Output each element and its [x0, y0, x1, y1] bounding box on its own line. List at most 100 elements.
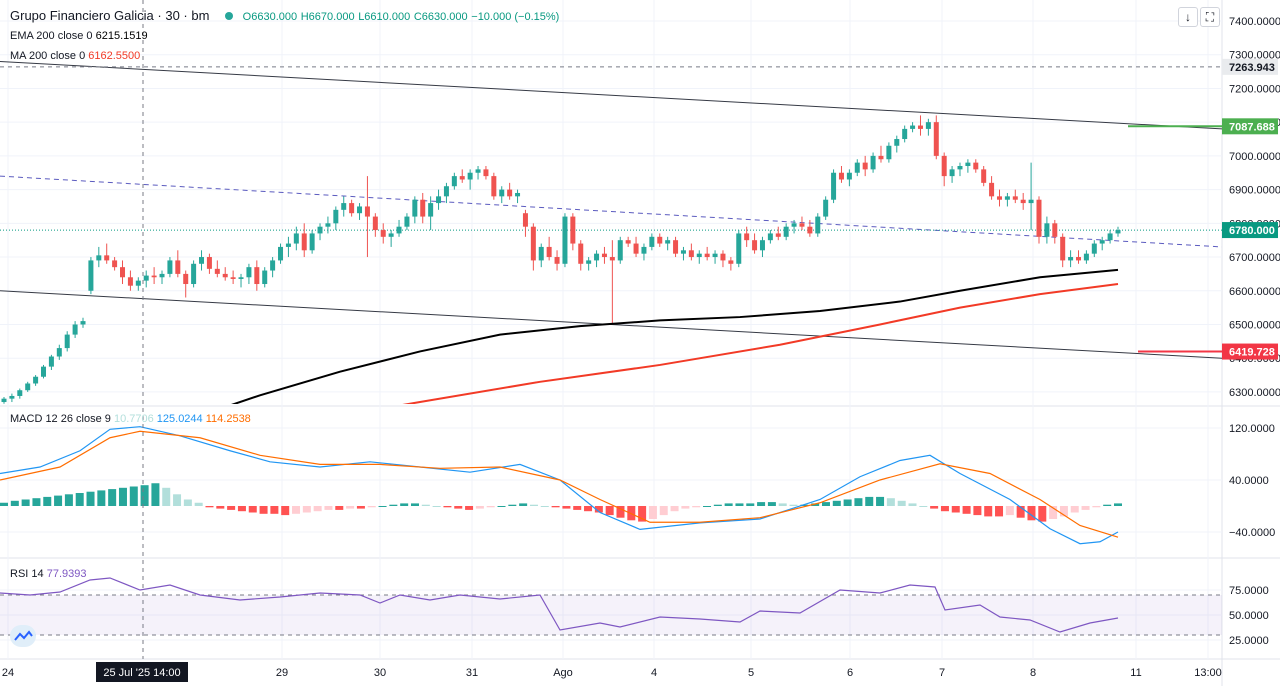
y-tick-label: 6300.0000 — [1229, 387, 1280, 399]
candle — [807, 226, 813, 234]
candle — [301, 233, 307, 251]
candle — [1115, 230, 1121, 234]
candle — [917, 125, 923, 129]
candle — [617, 240, 623, 261]
macd-histogram-bar — [605, 506, 614, 516]
symbol-title[interactable]: Grupo Financiero Galicia · 30 · bm — [10, 8, 210, 23]
candle — [594, 253, 600, 261]
y-tick-label: 7300.0000 — [1229, 50, 1280, 62]
macd-histogram-bar — [410, 503, 419, 506]
y-tick-label: −40.0000 — [1229, 527, 1275, 539]
candle — [96, 255, 102, 261]
crosshair-time-label: 25 Jul '25 14:00 — [103, 667, 180, 679]
macd-histogram-bar — [237, 506, 246, 512]
candle — [191, 263, 197, 285]
macd-histogram-bar — [292, 506, 301, 514]
macd-legend[interactable]: MACD 12 26 close 9 10.7706 125.0244 114.… — [10, 413, 251, 425]
candle — [704, 253, 710, 258]
candle — [965, 162, 971, 166]
candle — [712, 253, 718, 258]
candle — [728, 260, 734, 264]
y-tick-label: 7000.0000 — [1229, 151, 1280, 163]
candle — [688, 250, 694, 258]
candle — [9, 395, 15, 399]
macd-histogram-bar — [64, 494, 73, 506]
candle — [214, 268, 220, 274]
candle — [862, 162, 868, 170]
macd-histogram-bar — [951, 506, 960, 513]
scroll-down-icon[interactable]: ↓ — [1178, 7, 1198, 27]
macd-histogram-bar — [324, 506, 333, 510]
fullscreen-icon[interactable]: ⛶ — [1200, 7, 1220, 27]
candle — [278, 246, 284, 261]
candle — [222, 273, 228, 278]
candle — [88, 260, 94, 291]
candle — [530, 226, 536, 261]
candle — [230, 277, 236, 279]
ema-label: EMA 200 close 0 — [10, 30, 93, 42]
candle — [981, 169, 987, 183]
macd-histogram-bar — [108, 489, 117, 506]
macd-histogram-bar — [118, 487, 127, 506]
candle — [1044, 223, 1050, 237]
macd-histogram-bar — [551, 506, 560, 508]
rsi-legend[interactable]: RSI 14 77.9393 — [10, 568, 86, 580]
price-tag — [1222, 222, 1278, 239]
candle — [135, 280, 141, 286]
x-tick-label: 24 — [2, 667, 14, 679]
macd-histogram-bar — [767, 502, 776, 506]
macd-histogram-bar — [616, 506, 625, 518]
macd-histogram-bar — [832, 500, 841, 506]
candle — [910, 125, 916, 129]
macd-histogram-bar — [519, 503, 528, 506]
candle — [996, 196, 1002, 200]
ma-label: MA 200 close 0 — [10, 50, 86, 62]
macd-histogram-bar — [746, 503, 755, 506]
macd-histogram-bar — [995, 506, 1004, 517]
macd-histogram-bar — [162, 487, 171, 506]
candle — [467, 172, 473, 180]
macd-histogram-bar — [584, 506, 593, 512]
candle — [112, 260, 118, 268]
macd-histogram-bar — [1081, 506, 1090, 510]
candle — [143, 275, 149, 281]
macd-histogram-bar — [54, 495, 63, 506]
candle — [285, 243, 291, 247]
candle — [293, 233, 299, 244]
candle — [507, 189, 513, 197]
candle — [625, 240, 631, 244]
macd-line — [0, 426, 1119, 545]
candle — [1, 398, 7, 403]
candle — [491, 176, 497, 197]
candle — [420, 199, 426, 217]
candle — [64, 334, 70, 349]
candle — [199, 257, 205, 264]
candle — [791, 223, 797, 227]
candle — [80, 321, 86, 325]
macd-histogram-bar — [1016, 506, 1025, 518]
candle — [396, 226, 402, 234]
candle — [151, 275, 157, 278]
ma-legend[interactable]: MA 200 close 0 6162.5500 — [10, 50, 140, 62]
ema-legend[interactable]: EMA 200 close 0 6215.1519 — [10, 30, 148, 42]
candle — [167, 260, 173, 274]
candle — [183, 273, 189, 285]
candle — [333, 209, 339, 224]
ohlc-change: −10.000 (−0.15%) — [471, 11, 560, 23]
macd-histogram-bar — [778, 503, 787, 506]
macd-histogram-bar — [962, 506, 971, 514]
candle — [317, 226, 323, 234]
macd-histogram-bar — [1114, 503, 1122, 506]
macd-histogram-bar — [129, 486, 138, 506]
candle — [341, 203, 347, 210]
candle — [941, 155, 947, 177]
x-tick-label: 29 — [276, 667, 288, 679]
rsi-label: RSI 14 — [10, 568, 44, 580]
macd-histogram-bar — [919, 506, 928, 507]
x-tick-label: 13:00 — [1194, 667, 1222, 679]
macd-histogram-bar — [421, 504, 430, 506]
y-tick-label: 75.0000 — [1229, 585, 1269, 597]
macd-signal-line — [0, 430, 1119, 538]
macd-histogram-bar — [573, 506, 582, 510]
